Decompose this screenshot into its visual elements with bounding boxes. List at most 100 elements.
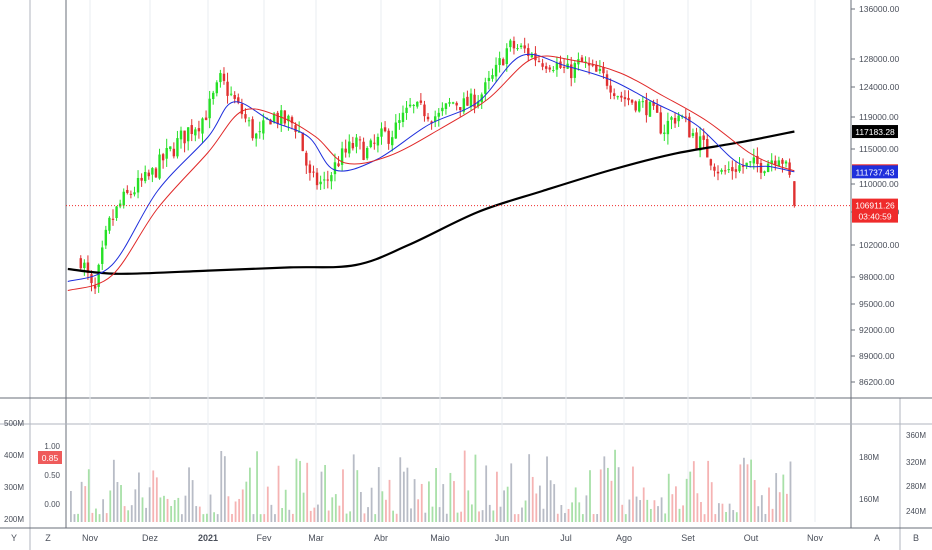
volume-bar <box>438 507 441 522</box>
volume-bar <box>188 467 190 522</box>
volume-bar <box>84 486 87 522</box>
volume-bar <box>91 512 94 522</box>
volume-bar <box>256 451 258 522</box>
candle-body <box>537 60 541 62</box>
volume-bar <box>367 507 369 522</box>
candle-body <box>186 127 190 142</box>
candle-body <box>541 63 544 67</box>
candle-body <box>240 103 244 115</box>
volume-bar <box>291 513 294 522</box>
volume-bar <box>624 514 627 522</box>
volume-bar <box>428 481 430 522</box>
volume-bar <box>70 490 72 522</box>
volume-bar <box>506 486 509 522</box>
volume-bar <box>349 511 352 522</box>
volume-bar <box>234 501 237 522</box>
volume-bar <box>574 487 577 522</box>
volume-bar <box>474 454 477 522</box>
candle-body <box>165 147 168 159</box>
candle-body <box>169 146 172 150</box>
price-tick-label: 95000.00 <box>859 299 895 309</box>
volume-bar <box>252 514 255 522</box>
volume-bar <box>274 514 276 522</box>
volume-bar <box>649 508 652 522</box>
candle-body <box>770 160 773 164</box>
volume-bar <box>223 456 226 522</box>
volume-bar <box>496 471 498 522</box>
volume-bar <box>707 460 710 522</box>
volume-bar <box>463 450 466 522</box>
candle-body <box>355 137 358 147</box>
volume-bar <box>424 512 427 522</box>
volume-bar <box>324 464 326 522</box>
volume-bar <box>130 505 133 522</box>
volume-bar <box>102 499 105 522</box>
candle-body <box>469 93 473 107</box>
price-tick-label: 124000.00 <box>859 82 899 92</box>
price-tick-label: 128000.00 <box>859 54 899 64</box>
candle-body <box>777 160 781 167</box>
volume-bar <box>445 513 448 522</box>
candle-body <box>444 103 448 110</box>
corner-button-b[interactable]: B <box>913 533 919 543</box>
candle-body <box>580 57 584 62</box>
volume-bar <box>768 487 770 522</box>
candle-body <box>108 217 111 231</box>
candle-body <box>505 48 508 65</box>
corner-button-a[interactable]: A <box>874 533 880 543</box>
candle-body <box>491 75 494 79</box>
candle-body <box>319 181 322 185</box>
volume-bar <box>675 486 677 522</box>
volume-bar <box>195 506 198 522</box>
volume-bar <box>589 470 591 522</box>
price-tick-label: 136000.00 <box>859 4 899 14</box>
price-label: 117183.28 <box>855 127 895 137</box>
candle-body <box>455 102 458 106</box>
candle-body <box>226 81 229 96</box>
volume-bar <box>517 514 520 522</box>
candle-body <box>519 45 523 48</box>
candle-body <box>484 82 487 94</box>
candle-body <box>244 114 247 119</box>
volume-bar <box>159 497 162 522</box>
candle-body <box>595 64 598 72</box>
volume-bar <box>710 482 713 522</box>
volume-bar <box>77 513 79 522</box>
candle-body <box>391 137 394 146</box>
candle-body <box>448 102 451 104</box>
corner-button-z[interactable]: Z <box>45 533 51 543</box>
volume-bar <box>664 513 667 522</box>
volume-bar <box>220 451 223 522</box>
candle-body <box>630 99 634 103</box>
time-tick-label: Abr <box>374 533 388 543</box>
candle-body <box>111 218 115 220</box>
candle-body <box>423 104 426 117</box>
candle-body <box>383 127 387 132</box>
candle-body <box>609 85 612 93</box>
volume-bar <box>621 504 624 522</box>
time-tick-label: Nov <box>82 533 99 543</box>
volume-bar <box>352 454 355 522</box>
volume-bar <box>531 476 534 522</box>
time-tick-label: 2021 <box>198 533 218 543</box>
corner-button-y[interactable]: Y <box>11 533 17 543</box>
candle-body <box>720 169 723 172</box>
volume-bar <box>660 497 663 522</box>
volume-marker-box <box>38 451 62 464</box>
volume-bar <box>460 511 463 522</box>
price-label: 111737.43 <box>856 167 895 177</box>
candle-body <box>201 118 204 134</box>
volume-bar <box>617 467 620 522</box>
candle-body <box>194 129 197 136</box>
volume-bar <box>750 459 752 522</box>
time-tick-label: Mar <box>308 533 324 543</box>
volume-bar <box>388 479 391 522</box>
volume-bar <box>410 508 412 522</box>
volume-bar <box>299 460 301 522</box>
volume-bar <box>599 469 602 522</box>
candle-body <box>215 82 219 94</box>
volume-left-inner-tick: 0.00 <box>44 500 60 509</box>
volume-bar <box>87 469 90 522</box>
volume-bar <box>331 497 334 522</box>
